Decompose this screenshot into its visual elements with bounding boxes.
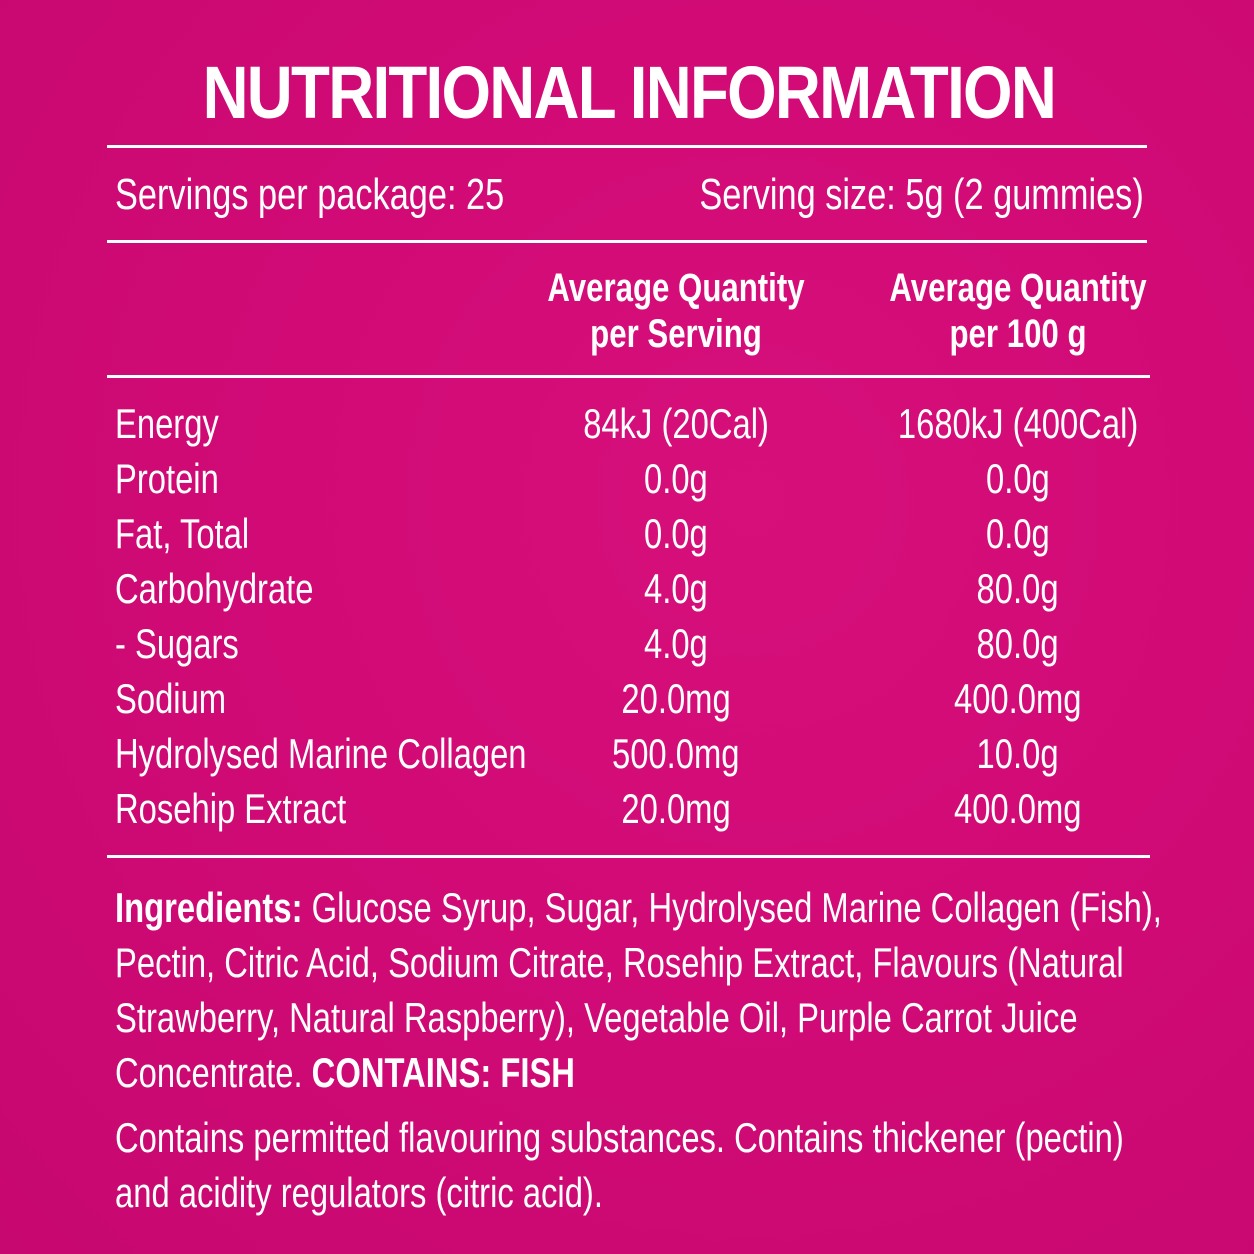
per-100g-value: 10.0g <box>976 730 1059 777</box>
divider-table-bottom <box>107 855 1150 858</box>
per-serving-value: 0.0g <box>644 455 708 502</box>
nutrient-label: Energy <box>115 400 219 447</box>
per-serving-value: 0.0g <box>644 510 708 557</box>
per-100g-value: 400.0mg <box>954 675 1082 722</box>
column-header-per-100g-line1: Average Quantity <box>889 266 1147 310</box>
divider-servings <box>107 240 1147 243</box>
per-100g-value: 0.0g <box>986 510 1050 557</box>
table-row: Rosehip Extract 20.0mg 400.0mg <box>0 781 1254 836</box>
per-serving-value: 20.0mg <box>621 675 731 722</box>
servings-per-package: Servings per package: 25 <box>115 168 614 222</box>
servings-per-package-text: Servings per package: 25 <box>115 170 505 219</box>
table-row: Protein 0.0g 0.0g <box>0 451 1254 506</box>
additives-note: Contains permitted flavouring substances… <box>115 1110 1155 1220</box>
divider-top <box>107 145 1147 148</box>
nutrient-label: - Sugars <box>115 620 239 667</box>
table-row: Sodium 20.0mg 400.0mg <box>0 671 1254 726</box>
per-100g-value: 80.0g <box>976 565 1059 612</box>
per-serving-value: 4.0g <box>644 565 708 612</box>
nutrient-label: Sodium <box>115 675 227 722</box>
per-100g-value: 1680kJ (400Cal) <box>897 400 1139 447</box>
per-serving-value: 84kJ (20Cal) <box>583 400 769 447</box>
per-serving-value: 20.0mg <box>621 785 731 832</box>
nutrient-label: Hydrolysed Marine Collagen <box>115 730 527 777</box>
ingredients-line-1: Glucose Syrup, Sugar, Hydrolysed Marine … <box>311 884 1162 931</box>
divider-headers <box>107 375 1150 378</box>
nutrient-label: Rosehip Extract <box>115 785 347 832</box>
per-100g-value: 0.0g <box>986 455 1050 502</box>
nutrient-label: Fat, Total <box>115 510 250 557</box>
per-100g-value: 400.0mg <box>954 785 1082 832</box>
ingredients-heading: Ingredients: <box>115 884 303 931</box>
per-100g-value: 80.0g <box>976 620 1059 667</box>
column-header-per-100g: Average Quantity per 100 g <box>838 265 1198 357</box>
ingredients-line-3: Strawberry, Natural Raspberry), Vegetabl… <box>115 994 1078 1041</box>
additives-note-line-2: and acidity regulators (citric acid). <box>115 1169 603 1216</box>
ingredients-line-2: Pectin, Citric Acid, Sodium Citrate, Ros… <box>115 939 1124 986</box>
nutrient-label: Carbohydrate <box>115 565 314 612</box>
per-serving-value: 4.0g <box>644 620 708 667</box>
serving-size: Serving size: 5g (2 gummies) <box>574 168 1144 222</box>
column-header-per-serving-line1: Average Quantity <box>547 266 805 310</box>
nutrient-table: Energy 84kJ (20Cal) 1680kJ (400Cal) Prot… <box>0 396 1254 836</box>
additives-note-line-1: Contains permitted flavouring substances… <box>115 1114 1124 1161</box>
table-row: - Sugars 4.0g 80.0g <box>0 616 1254 671</box>
table-row: Energy 84kJ (20Cal) 1680kJ (400Cal) <box>0 396 1254 451</box>
table-row: Fat, Total 0.0g 0.0g <box>0 506 1254 561</box>
ingredients-block: Ingredients: Glucose Syrup, Sugar, Hydro… <box>115 880 1162 1100</box>
ingredients-line-4: Concentrate. <box>115 1049 303 1096</box>
column-header-per-100g-line2: per 100 g <box>949 312 1087 356</box>
table-row: Hydrolysed Marine Collagen 500.0mg 10.0g <box>0 726 1254 781</box>
column-header-per-serving: Average Quantity per Serving <box>496 265 856 357</box>
page-title: NUTRITIONAL INFORMATION <box>202 51 1057 134</box>
nutrient-label: Protein <box>115 455 219 502</box>
per-serving-value: 500.0mg <box>612 730 740 777</box>
allergen-statement: CONTAINS: FISH <box>311 1049 575 1096</box>
table-row: Carbohydrate 4.0g 80.0g <box>0 561 1254 616</box>
serving-size-text: Serving size: 5g (2 gummies) <box>699 170 1144 219</box>
column-header-per-serving-line2: per Serving <box>590 312 762 356</box>
